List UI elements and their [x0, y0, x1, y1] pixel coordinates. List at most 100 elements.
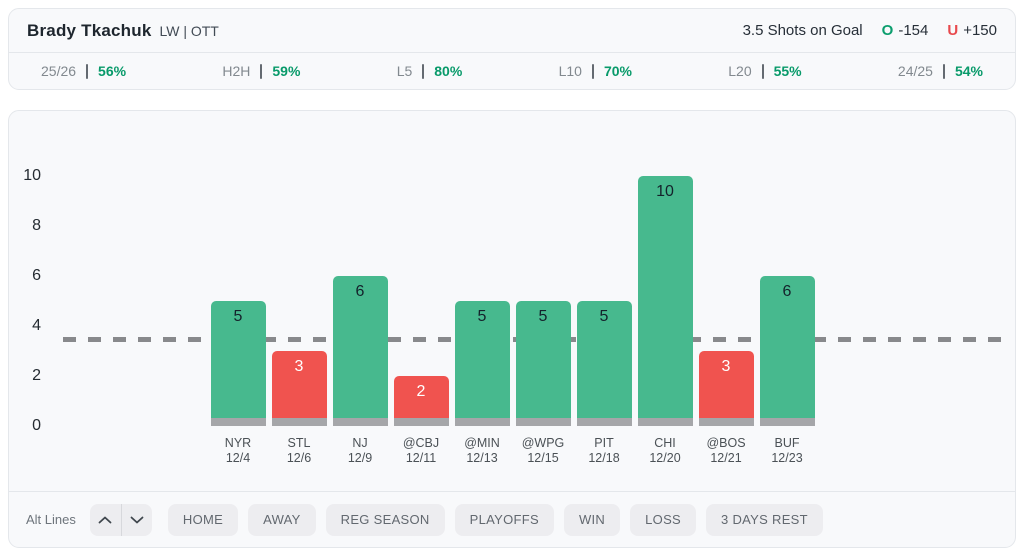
y-axis-tick: 4: [32, 317, 41, 334]
chart-bar-stl[interactable]: 3: [271, 351, 327, 426]
opponent-label: NJ: [352, 436, 368, 450]
filter-loss[interactable]: LOSS: [630, 503, 697, 536]
bar-base-strip: [576, 418, 632, 426]
y-axis-tick: 8: [32, 217, 41, 234]
chevron-down-icon: [130, 512, 144, 527]
stat-value: 80%: [434, 63, 463, 79]
filter-win[interactable]: WIN: [563, 503, 621, 536]
stat-label: L5: [396, 63, 413, 79]
stat-label: H2H: [222, 63, 251, 79]
stat-label: L20: [728, 63, 752, 79]
stat-separator: [942, 63, 945, 79]
filter-3-days-rest[interactable]: 3 DAYS REST: [706, 503, 823, 536]
stat-value: 54%: [954, 63, 983, 79]
bar-base-strip: [698, 418, 754, 426]
x-axis-label: CHI 12/20: [623, 436, 707, 466]
x-axis-label: @BOS 12/21: [684, 436, 768, 466]
chart-bar-min[interactable]: 5: [454, 301, 510, 426]
stat-label: 24/25: [897, 63, 933, 79]
x-axis-label: BUF 12/23: [745, 436, 829, 466]
x-axis-label: @CBJ 12/11: [379, 436, 463, 466]
opponent-label: CHI: [654, 436, 676, 450]
bar-base-strip: [637, 418, 693, 426]
bar-base-strip: [210, 418, 266, 426]
filter-playoffs[interactable]: PLAYOFFS: [454, 503, 554, 536]
filter-reg-season[interactable]: REG SEASON: [325, 503, 445, 536]
stat-group-l20: L20 55%: [728, 63, 801, 79]
bar-value-label: 10: [656, 183, 674, 200]
stat-value: 59%: [272, 63, 301, 79]
chart-bar-wpg[interactable]: 5: [515, 301, 571, 426]
opponent-label: PIT: [594, 436, 614, 450]
chart-area: 0 2 4 6 8 10 5 NYR 12/4 3 STL 12/6 6 NJ 12/9 2 @CBJ 12/11…: [9, 111, 1015, 491]
chart-bar-pit[interactable]: 5: [576, 301, 632, 426]
chart-toolbar: Alt Lines HOME AWAY REG SEASON PLAYOFFS WIN L…: [9, 491, 1015, 547]
y-axis-tick: 2: [32, 367, 41, 384]
bar-base-strip: [271, 418, 327, 426]
stat-label: 25/26: [41, 63, 77, 79]
player-header-card: Brady Tkachuk LW | OTT 3.5 Shots on Goal…: [8, 8, 1016, 90]
game-date-label: 12/23: [771, 451, 803, 465]
bar-base-strip: [759, 418, 815, 426]
bar-value-label: 5: [233, 308, 243, 325]
stat-group-l10: L10 70%: [559, 63, 632, 79]
filter-away[interactable]: AWAY: [248, 503, 316, 536]
over-odds: O -154: [882, 22, 929, 39]
bar-value-label: 6: [782, 283, 792, 300]
alt-lines-label: Alt Lines: [26, 512, 76, 527]
stat-separator: [591, 63, 594, 79]
under-odds-value: +150: [963, 22, 997, 39]
game-date-label: 12/11: [405, 451, 437, 465]
y-axis-tick: 0: [32, 417, 41, 434]
filter-home[interactable]: HOME: [167, 503, 239, 536]
game-date-label: 12/20: [649, 451, 681, 465]
alt-line-up-button[interactable]: [90, 504, 121, 536]
alt-lines-stepper: [89, 503, 152, 536]
bar-value-label: 3: [721, 358, 731, 375]
stat-group-25-26: 25/26 56%: [41, 63, 126, 79]
player-header-row: Brady Tkachuk LW | OTT 3.5 Shots on Goal…: [9, 9, 1015, 53]
game-date-label: 12/13: [466, 451, 498, 465]
stat-separator: [761, 63, 764, 79]
stat-group-24-25: 24/25 54%: [898, 63, 983, 79]
stat-value: 55%: [773, 63, 802, 79]
opponent-label: @CBJ: [402, 436, 440, 450]
prop-line-label: 3.5 Shots on Goal: [742, 22, 863, 39]
bar-value-label: 2: [416, 383, 426, 400]
stat-value: 70%: [603, 63, 632, 79]
alt-line-down-button[interactable]: [120, 503, 152, 536]
chart-bar-bos[interactable]: 3: [698, 351, 754, 426]
bar-value-label: 6: [355, 283, 365, 300]
opponent-label: STL: [287, 436, 311, 450]
stat-group-h2h: H2H 59%: [222, 63, 300, 79]
bar-base-strip: [332, 418, 388, 426]
stat-separator: [86, 63, 89, 79]
game-date-label: 12/6: [286, 451, 312, 465]
game-date-label: 12/9: [347, 451, 373, 465]
stat-separator: [260, 63, 263, 79]
chart-bar-nyr[interactable]: 5: [210, 301, 266, 426]
over-odds-value: -154: [898, 22, 929, 39]
x-axis-label: NYR 12/4: [196, 436, 280, 466]
stat-separator: [422, 63, 425, 79]
opponent-label: @BOS: [706, 436, 746, 450]
chart-bar-nj[interactable]: 6: [332, 276, 388, 426]
x-axis-label: NJ 12/9: [318, 436, 402, 466]
chevron-up-icon: [98, 512, 112, 527]
chart-bar-chi[interactable]: 10: [637, 176, 693, 426]
bar-base-strip: [393, 418, 449, 426]
stat-label: L10: [558, 63, 582, 79]
over-letter: O: [881, 22, 894, 39]
chart-bar-buf[interactable]: 6: [759, 276, 815, 426]
bar-value-label: 3: [294, 358, 304, 375]
under-odds: U +150: [947, 22, 997, 39]
y-axis-tick: 10: [23, 167, 41, 184]
chart-bar-cbj[interactable]: 2: [393, 376, 449, 426]
game-date-label: 12/18: [588, 451, 620, 465]
bar-value-label: 5: [477, 308, 487, 325]
x-axis-label: STL 12/6: [257, 436, 341, 466]
stat-value: 56%: [98, 63, 127, 79]
y-axis-tick: 6: [32, 267, 41, 284]
opponent-label: BUF: [774, 436, 800, 450]
